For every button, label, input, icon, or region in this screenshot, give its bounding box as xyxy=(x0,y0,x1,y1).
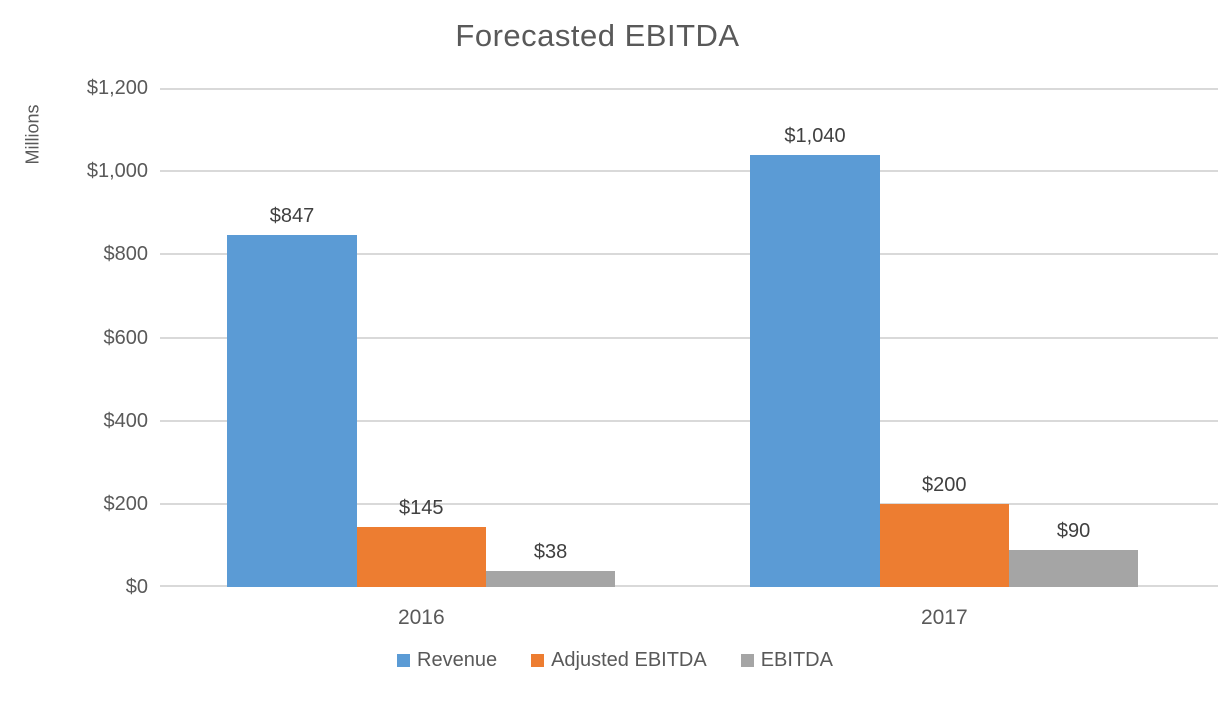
bar-value-label: $847 xyxy=(269,204,315,227)
bar-value-label: $90 xyxy=(1056,519,1091,542)
y-tick-label: $0 xyxy=(125,576,148,598)
gridline xyxy=(160,253,1218,256)
bar-adjusted-ebitda xyxy=(879,503,1009,587)
bar-revenue xyxy=(750,154,880,587)
x-axis-labels: 2016 2017 xyxy=(160,606,1218,632)
bar-value-label: $145 xyxy=(399,496,444,519)
legend-label: EBITDA xyxy=(760,649,833,671)
bar-adjusted-ebitda xyxy=(356,526,486,587)
plot-area: $847 $145 $38 $1,040 $200 $90 xyxy=(160,88,1218,587)
gridline xyxy=(160,585,1218,587)
y-tick-label: $600 xyxy=(103,326,149,349)
legend-label: Adjusted EBITDA xyxy=(551,649,707,671)
gridline xyxy=(160,88,1218,90)
legend-swatch-icon xyxy=(531,654,545,667)
gridline xyxy=(160,170,1218,173)
legend: Revenue Adjusted EBITDA EBITDA xyxy=(0,649,1230,672)
gridline xyxy=(160,336,1218,339)
gridline xyxy=(160,502,1218,505)
gridline xyxy=(160,419,1218,422)
bar-value-label: $200 xyxy=(922,473,967,496)
legend-item: Adjusted EBITDA xyxy=(531,649,707,672)
bar-group: $847 $145 $38 xyxy=(227,88,616,587)
x-category-label: 2017 xyxy=(920,606,968,629)
legend-swatch-icon xyxy=(397,654,411,667)
bar-value-label: $38 xyxy=(533,541,568,564)
y-tick-label: $200 xyxy=(103,492,149,515)
bar-ebitda xyxy=(1008,549,1139,587)
legend-label: Revenue xyxy=(417,649,498,671)
y-tick-label: $1,000 xyxy=(86,160,148,183)
legend-item: Revenue xyxy=(397,649,497,672)
y-tick-label: $400 xyxy=(103,409,149,432)
bar-ebitda xyxy=(485,571,616,587)
chart-title: Forecasted EBITDA xyxy=(455,18,740,53)
bar-group: $1,040 $200 $90 xyxy=(750,88,1139,587)
bar-value-label: $1,040 xyxy=(784,124,846,147)
x-category-label: 2016 xyxy=(397,606,445,629)
legend-item: EBITDA xyxy=(740,649,833,672)
y-tick-label: $1,200 xyxy=(86,77,148,99)
y-tick-label: $800 xyxy=(103,243,149,266)
y-axis-tick-labels: $0 $200 $400 $600 $800 $1,000 $1,200 xyxy=(0,77,149,598)
legend-swatch-icon xyxy=(740,654,754,667)
bar-revenue xyxy=(227,234,357,587)
